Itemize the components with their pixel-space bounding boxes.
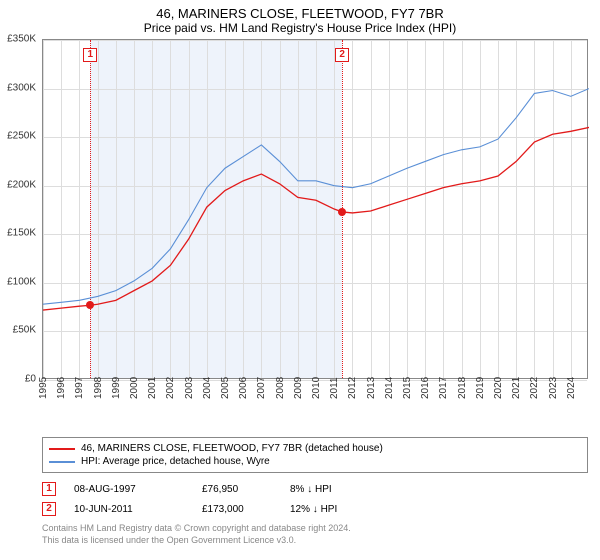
y-tick-label: £200K <box>7 179 36 190</box>
x-tick-label: 2007 <box>256 377 267 399</box>
line-plot <box>43 40 589 380</box>
sale-marker-dot <box>338 208 346 216</box>
legend: 46, MARINERS CLOSE, FLEETWOOD, FY7 7BR (… <box>42 437 588 473</box>
legend-swatch <box>49 461 75 463</box>
sale-price: £76,950 <box>202 484 272 495</box>
series-line <box>43 127 589 310</box>
x-tick-label: 2002 <box>165 377 176 399</box>
footer: Contains HM Land Registry data © Crown c… <box>42 523 588 546</box>
x-tick-label: 2011 <box>329 377 340 399</box>
y-tick-label: £300K <box>7 82 36 93</box>
x-tick-label: 2012 <box>347 377 358 399</box>
plot-area: 12 <box>42 39 588 379</box>
sale-markers-table: 1 08-AUG-1997 £76,950 8% ↓ HPI 2 10-JUN-… <box>42 479 588 519</box>
legend-swatch <box>49 448 75 450</box>
legend-label: HPI: Average price, detached house, Wyre <box>81 456 270 467</box>
x-tick-label: 2008 <box>275 377 286 399</box>
sale-marker-icon: 2 <box>42 502 56 516</box>
x-tick-label: 1998 <box>93 377 104 399</box>
sale-delta: 8% ↓ HPI <box>290 484 332 495</box>
x-tick-label: 2021 <box>511 377 522 399</box>
legend-label: 46, MARINERS CLOSE, FLEETWOOD, FY7 7BR (… <box>81 443 383 454</box>
x-tick-label: 2024 <box>566 377 577 399</box>
x-tick-label: 2006 <box>238 377 249 399</box>
sale-price: £173,000 <box>202 504 272 515</box>
x-tick-label: 2010 <box>311 377 322 399</box>
x-tick-label: 2000 <box>129 377 140 399</box>
x-tick-label: 2003 <box>184 377 195 399</box>
sale-marker-dot <box>86 301 94 309</box>
x-tick-label: 1999 <box>111 377 122 399</box>
x-tick-label: 2014 <box>384 377 395 399</box>
footer-line: Contains HM Land Registry data © Crown c… <box>42 523 588 535</box>
chart-subtitle: Price paid vs. HM Land Registry's House … <box>0 21 600 39</box>
chart-title: 46, MARINERS CLOSE, FLEETWOOD, FY7 7BR <box>0 0 600 21</box>
x-tick-label: 2018 <box>457 377 468 399</box>
chart-area: £0£50K£100K£150K£200K£250K£300K£350K 12 … <box>42 39 588 399</box>
sale-row: 1 08-AUG-1997 £76,950 8% ↓ HPI <box>42 479 588 499</box>
y-tick-label: £350K <box>7 34 36 45</box>
y-tick-label: £0 <box>25 374 36 385</box>
legend-item: HPI: Average price, detached house, Wyre <box>49 455 581 468</box>
legend-item: 46, MARINERS CLOSE, FLEETWOOD, FY7 7BR (… <box>49 442 581 455</box>
sale-marker-icon: 1 <box>42 482 56 496</box>
x-tick-label: 2001 <box>147 377 158 399</box>
x-tick-label: 2016 <box>420 377 431 399</box>
x-tick-label: 2023 <box>548 377 559 399</box>
x-tick-label: 2009 <box>293 377 304 399</box>
sale-date: 10-JUN-2011 <box>74 504 184 515</box>
sale-date: 08-AUG-1997 <box>74 484 184 495</box>
x-tick-label: 2004 <box>202 377 213 399</box>
x-tick-label: 2020 <box>493 377 504 399</box>
sale-row: 2 10-JUN-2011 £173,000 12% ↓ HPI <box>42 499 588 519</box>
y-tick-label: £150K <box>7 228 36 239</box>
y-tick-label: £100K <box>7 276 36 287</box>
footer-line: This data is licensed under the Open Gov… <box>42 535 588 547</box>
x-tick-label: 2019 <box>475 377 486 399</box>
sale-delta: 12% ↓ HPI <box>290 504 337 515</box>
x-tick-label: 2022 <box>529 377 540 399</box>
x-tick-label: 2015 <box>402 377 413 399</box>
x-tick-label: 1995 <box>38 377 49 399</box>
x-axis: 1995199619971998199920002001200220032004… <box>42 379 588 399</box>
x-tick-label: 2017 <box>438 377 449 399</box>
y-tick-label: £250K <box>7 131 36 142</box>
x-tick-label: 2005 <box>220 377 231 399</box>
x-tick-label: 1997 <box>74 377 85 399</box>
chart-container: 46, MARINERS CLOSE, FLEETWOOD, FY7 7BR P… <box>0 0 600 560</box>
x-tick-label: 1996 <box>56 377 67 399</box>
series-line <box>43 89 589 305</box>
y-axis: £0£50K£100K£150K£200K£250K£300K£350K <box>0 39 40 379</box>
x-tick-label: 2013 <box>366 377 377 399</box>
y-tick-label: £50K <box>13 325 36 336</box>
